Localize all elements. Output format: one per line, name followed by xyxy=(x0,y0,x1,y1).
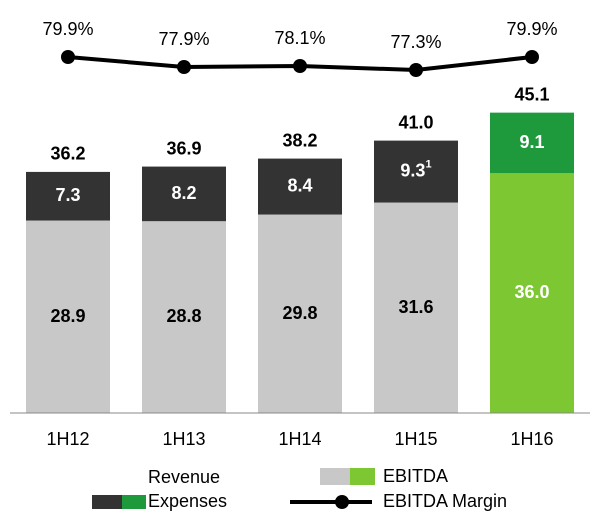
total-label: 38.2 xyxy=(282,130,317,150)
legend-swatch xyxy=(320,468,350,485)
bar-segment xyxy=(142,166,226,222)
legend-marker xyxy=(335,495,349,509)
bar-segment xyxy=(258,214,342,413)
bar-segment xyxy=(374,140,458,203)
legend-label: EBITDA xyxy=(383,466,448,486)
data-label: 8.4 xyxy=(287,175,312,195)
bar-segment xyxy=(26,171,110,221)
bar-segment xyxy=(374,202,458,413)
data-label-text: 8.4 xyxy=(287,175,312,195)
data-label-text: 28.8 xyxy=(166,306,201,326)
margin-label: 77.9% xyxy=(158,29,209,49)
margin-label: 79.9% xyxy=(42,19,93,39)
legend-label: EBITDA Margin xyxy=(383,491,507,511)
data-label-text: 8.2 xyxy=(171,183,196,203)
data-label: 36.0 xyxy=(514,282,549,302)
data-label-text: 9.1 xyxy=(519,132,544,152)
data-label-text: 9.3 xyxy=(400,160,425,180)
data-label: 29.8 xyxy=(282,303,317,323)
data-label: 7.3 xyxy=(55,185,80,205)
margin-label: 79.9% xyxy=(506,19,557,39)
data-label-text: 28.9 xyxy=(50,306,85,326)
data-label: 31.6 xyxy=(398,297,433,317)
data-label: 9.1 xyxy=(519,132,544,152)
legend-label: Revenue xyxy=(148,467,220,487)
data-label-text: 29.8 xyxy=(282,303,317,323)
data-label: 28.9 xyxy=(50,306,85,326)
bar-segment xyxy=(258,158,342,215)
data-label: 9.31 xyxy=(400,158,431,180)
total-label: 45.1 xyxy=(514,84,549,104)
margin-marker xyxy=(409,63,423,77)
total-label: 36.9 xyxy=(166,138,201,158)
x-tick-label: 1H16 xyxy=(510,429,553,449)
margin-marker xyxy=(525,50,539,64)
total-label: 41.0 xyxy=(398,112,433,132)
legend-swatch xyxy=(122,495,146,509)
data-label: 28.8 xyxy=(166,306,201,326)
margin-label: 78.1% xyxy=(274,28,325,48)
margin-marker xyxy=(293,59,307,73)
legend-swatch xyxy=(92,495,122,509)
data-label: 8.2 xyxy=(171,183,196,203)
x-tick-label: 1H15 xyxy=(394,429,437,449)
margin-marker xyxy=(61,50,75,64)
data-label-text: 36.0 xyxy=(514,282,549,302)
data-label-text: 7.3 xyxy=(55,185,80,205)
footnote: 1 xyxy=(425,158,431,170)
margin-marker xyxy=(177,60,191,74)
margin-label: 77.3% xyxy=(390,32,441,52)
legend-label: Expenses xyxy=(148,491,227,511)
x-tick-label: 1H12 xyxy=(46,429,89,449)
data-label-text: 31.6 xyxy=(398,297,433,317)
x-tick-label: 1H14 xyxy=(278,429,321,449)
total-label: 36.2 xyxy=(50,144,85,164)
bar-segment xyxy=(490,112,574,174)
x-tick-label: 1H13 xyxy=(162,429,205,449)
bar-segment xyxy=(26,220,110,413)
bar-segment xyxy=(142,221,226,413)
legend-swatch xyxy=(350,468,375,485)
bar-segment xyxy=(490,173,574,413)
